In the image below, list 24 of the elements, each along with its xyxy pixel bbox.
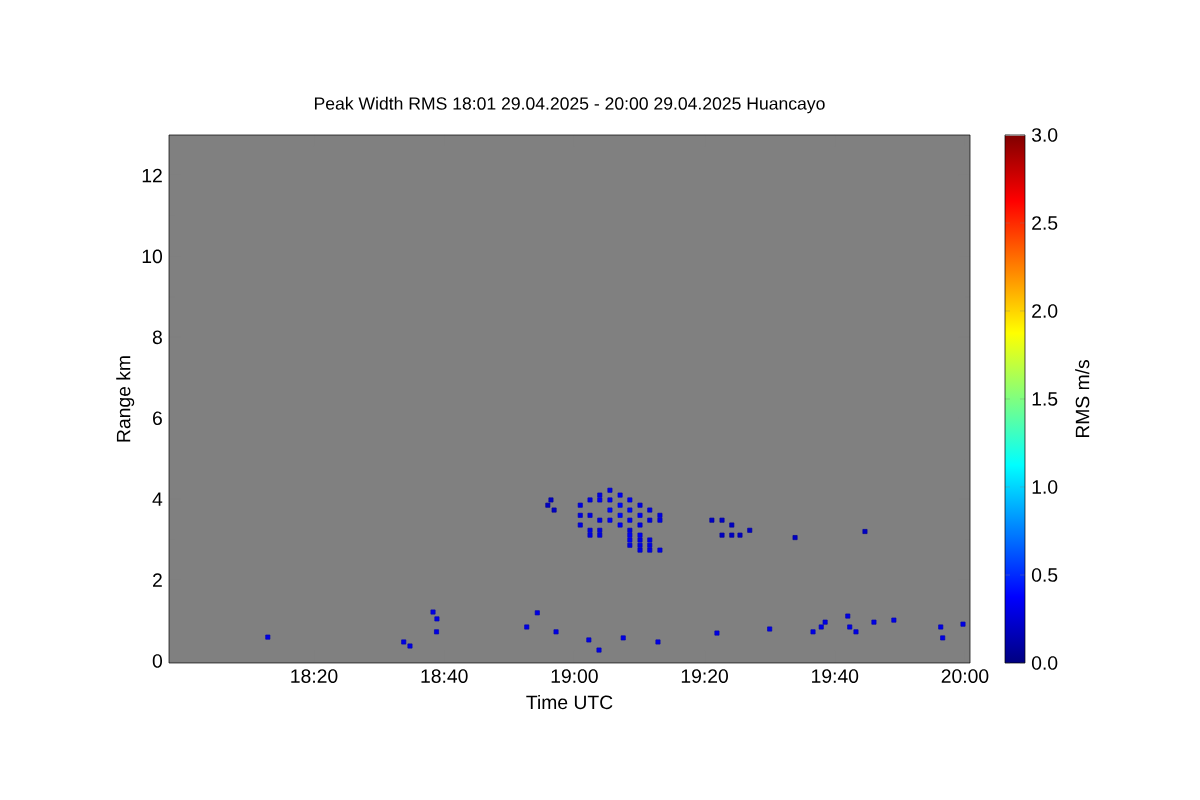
- chart-title: Peak Width RMS 18:01 29.04.2025 - 20:00 29.04.2025 Huancayo: [314, 96, 825, 114]
- color-bar-label: 3.0: [1031, 128, 1058, 142]
- x-tick-label: 19:20: [681, 669, 728, 683]
- color-bar-label: 1.0: [1032, 480, 1058, 494]
- x-tick-label: 19:40: [812, 669, 859, 683]
- y-tick-label: 4: [152, 492, 163, 506]
- x-tick-label: 19:00: [551, 669, 598, 683]
- color-bar-label: 2.5: [1032, 216, 1058, 230]
- y-tick-label: 0: [152, 654, 163, 668]
- y-tick-label: 8: [152, 330, 162, 345]
- color-bar-label: 0.5: [1031, 568, 1058, 582]
- x-tick-label: 20:00: [941, 669, 989, 683]
- x-tick-label: 18:20: [291, 669, 338, 683]
- y-tick-label: 6: [153, 411, 162, 426]
- x-axis-title: Time UTC: [526, 694, 613, 710]
- color-bar-title: RMS m/s: [1075, 359, 1090, 438]
- y-tick-label: 12: [142, 168, 162, 183]
- y-tick-label: 10: [142, 249, 163, 264]
- x-tick-label: 18:40: [421, 669, 468, 683]
- color-bar-label: 2.0: [1032, 304, 1058, 318]
- color-bar-label: 0.0: [1031, 656, 1058, 670]
- y-tick-label: 2: [153, 573, 162, 587]
- y-axis-title: Range km: [116, 356, 135, 442]
- color-bar-label: 1.5: [1032, 392, 1058, 406]
